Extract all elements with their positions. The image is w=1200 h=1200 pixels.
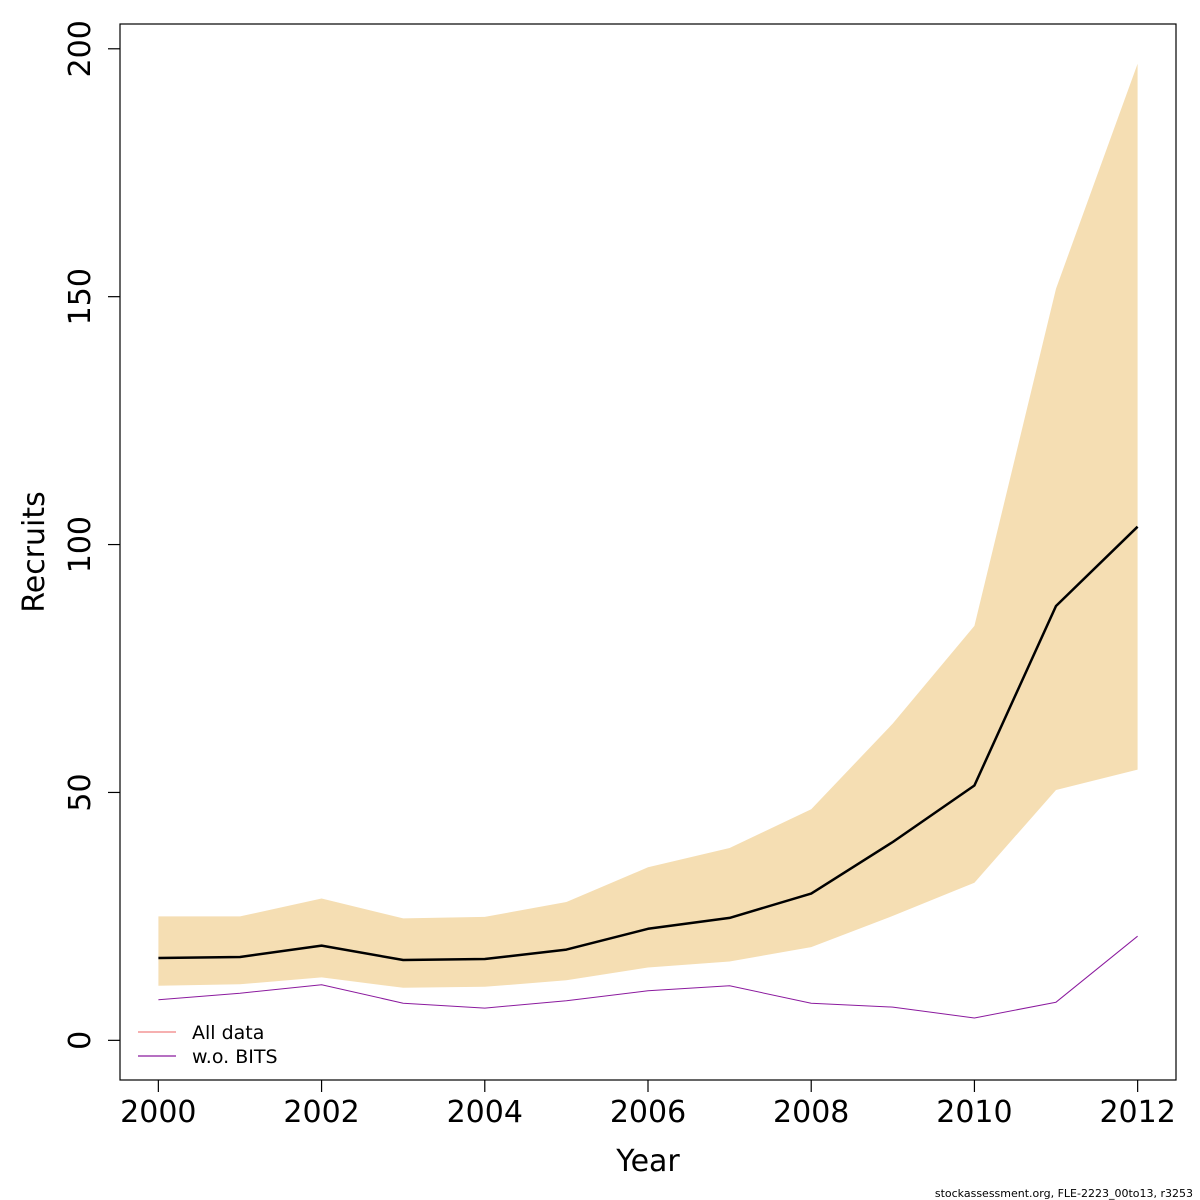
series-line-wo-bits (158, 935, 1138, 1019)
y-tick-label: 200 (63, 20, 98, 77)
y-tick-label: 150 (63, 268, 98, 325)
series-layer (158, 525, 1139, 1019)
y-axis-title: Recruits (17, 491, 52, 613)
x-tick-label: 2008 (773, 1095, 849, 1130)
y-axis: 0 50 100 150 200 (63, 20, 120, 1050)
x-tick-label: 2012 (1099, 1095, 1175, 1130)
x-axis: 2000 2002 2004 2006 2008 2010 2012 (120, 1080, 1176, 1130)
confidence-band (158, 63, 1138, 988)
x-tick-label: 2006 (610, 1095, 686, 1130)
x-tick-label: 2002 (283, 1095, 359, 1130)
y-tick-label: 50 (63, 773, 98, 811)
x-axis-title: Year (615, 1144, 680, 1179)
legend-label: All data (192, 1022, 264, 1044)
x-tick-label: 2010 (936, 1095, 1012, 1130)
legend-label: w.o. BITS (192, 1046, 278, 1068)
x-tick-label: 2004 (447, 1095, 523, 1130)
y-tick-label: 0 (63, 1031, 98, 1050)
confidence-band-layer (158, 63, 1138, 988)
y-tick-label: 100 (63, 516, 98, 573)
x-tick-label: 2000 (120, 1095, 196, 1130)
footnote: stockassessment.org, FLE-2223_00to13, r3… (935, 1187, 1193, 1200)
estimate-line (158, 525, 1139, 962)
